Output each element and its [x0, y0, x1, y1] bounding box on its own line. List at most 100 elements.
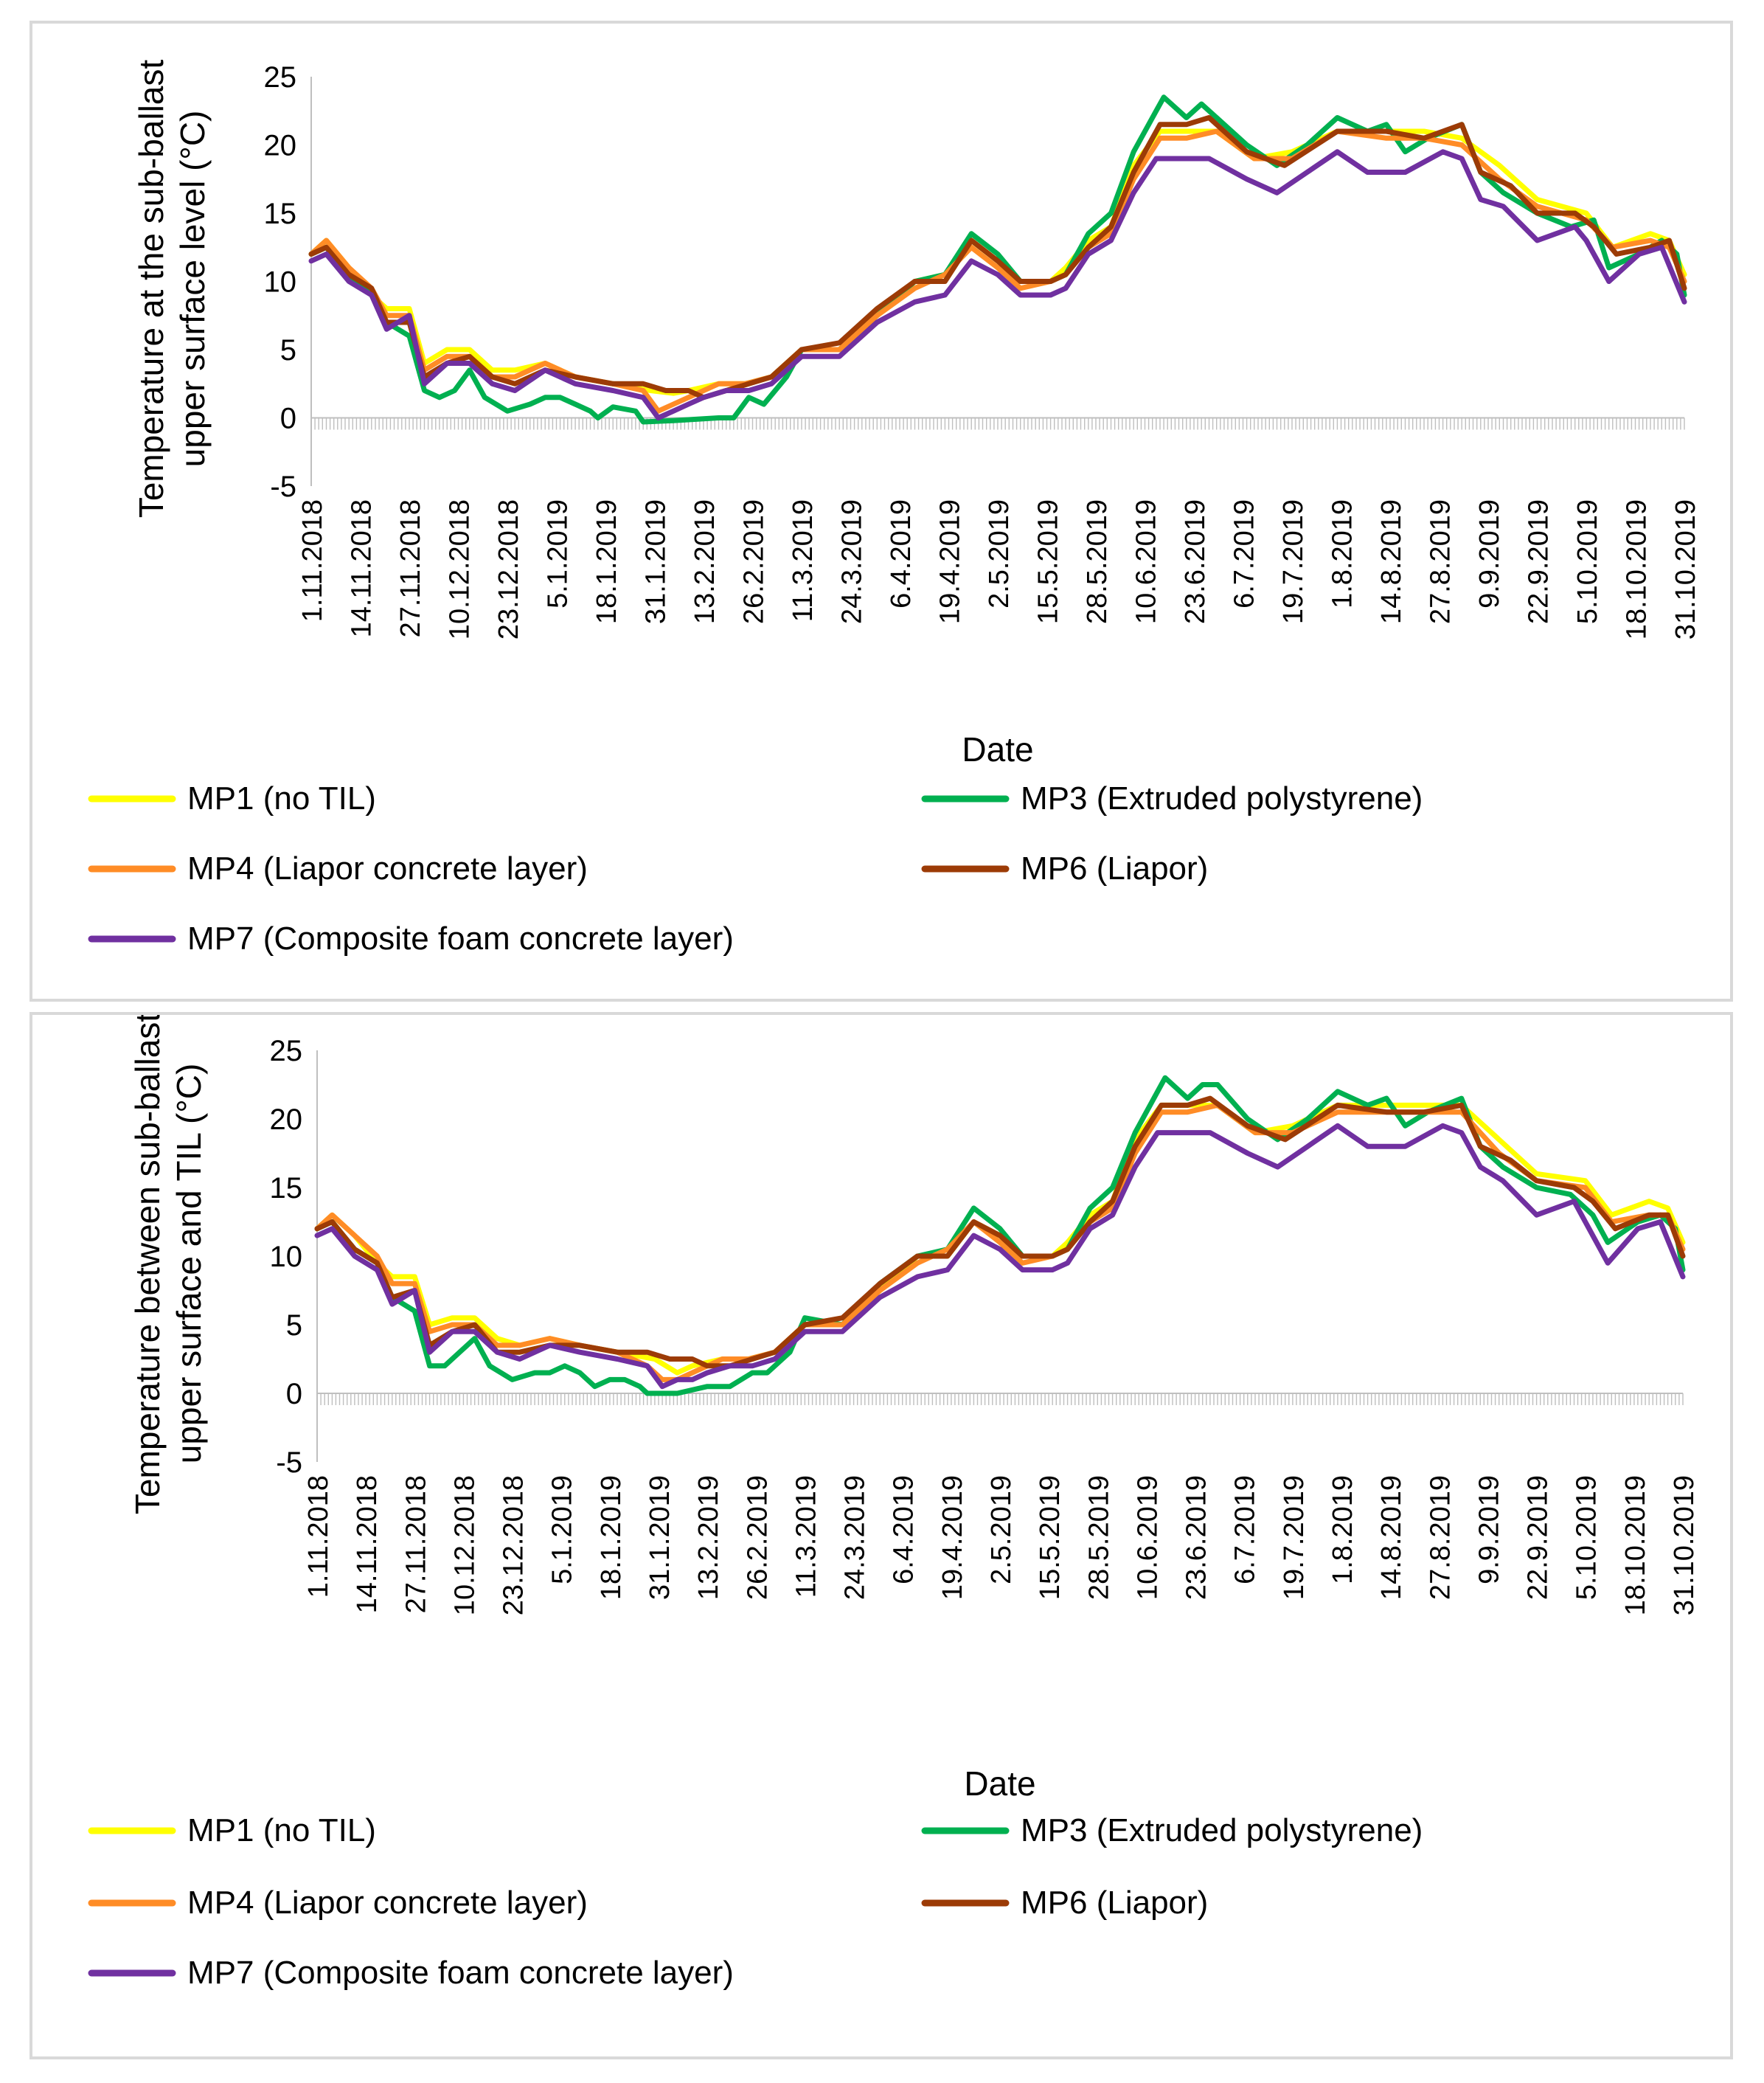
x-tick-label: 31.10.2019: [1670, 499, 1701, 640]
x-tick-label: 14.11.2018: [352, 1475, 383, 1613]
x-tick-label: 19.4.2019: [937, 1475, 968, 1600]
x-tick-label: 15.5.2019: [1035, 1475, 1066, 1600]
legend-label-mp1: MP1 (no TIL): [187, 780, 376, 817]
x-tick-label: 18.1.2019: [591, 499, 622, 624]
x-tick-label: 5.1.2019: [547, 1475, 578, 1584]
series-line-mp3: [314, 1075, 1686, 1396]
x-tick-label: 9.9.2019: [1473, 1475, 1504, 1584]
y-tick-label: -5: [276, 1446, 302, 1479]
y-tick-label: 20: [264, 130, 297, 162]
y-tick-label: 15: [270, 1172, 303, 1205]
x-tick-label: 9.9.2019: [1474, 499, 1505, 609]
y-tick-label: 5: [286, 1309, 302, 1342]
y-axis-title-line: upper surface level (°C): [173, 111, 212, 468]
x-tick-label: 2.5.2019: [986, 1475, 1017, 1584]
x-tick-label: 26.2.2019: [739, 499, 770, 624]
legend-label-mp6: MP6 (Liapor): [1021, 850, 1208, 887]
legend-label-mp3: MP3 (Extruded polystyrene): [1021, 1812, 1423, 1848]
series-line-mp6: [308, 115, 1687, 401]
legend-label-mp4: MP4 (Liapor concrete layer): [187, 1885, 588, 1921]
x-tick-label: 23.12.2018: [499, 1475, 529, 1615]
x-tick-label: 18.10.2019: [1622, 499, 1653, 640]
x-tick-label: 10.6.2019: [1131, 499, 1162, 624]
x-tick-label: 19.7.2019: [1279, 1475, 1310, 1600]
x-tick-label: 31.10.2019: [1669, 1475, 1700, 1615]
x-tick-label: 11.3.2019: [788, 499, 819, 622]
chart-panel-2: -5 0 5 10 15 20 25 1.11.2018 14.11.2018 27.11.201…: [29, 1012, 1733, 2059]
x-tick-label: 14.8.2019: [1376, 499, 1407, 624]
x-tick-label: 13.2.2019: [693, 1475, 724, 1600]
x-tick-label: 23.12.2018: [493, 499, 524, 640]
y-tick-label: 10: [264, 266, 297, 299]
series-line-mp7: [308, 149, 1687, 420]
y-tick-label: 10: [270, 1241, 303, 1273]
series-line-mp7: [314, 1123, 1686, 1390]
legend-label-mp7: MP7 (Composite foam concrete layer): [187, 1955, 734, 1991]
chart-panel-1: -5 0 5 10 15 20 25 1.11.2018 14.11.2018 27.11.201…: [29, 21, 1733, 1002]
legend-label-mp1: MP1 (no TIL): [187, 1812, 376, 1848]
y-axis-title: Temperature between sub-ballastupper sur…: [128, 1015, 208, 1514]
y-axis-title-line: upper surface and TIL (°C): [170, 1064, 208, 1464]
y-tick-label: 0: [286, 1378, 302, 1410]
y-tick-label: -5: [270, 471, 296, 503]
x-tick-label: 14.8.2019: [1376, 1475, 1407, 1600]
x-tick-label: 26.2.2019: [742, 1475, 773, 1600]
y-axis-title-line: Temperature between sub-ballast: [128, 1015, 167, 1514]
x-tick-label: 10.12.2018: [449, 1475, 480, 1615]
x-tick-label: 6.4.2019: [886, 499, 917, 609]
x-tick-label: 19.4.2019: [935, 499, 966, 624]
legend-label-mp7: MP7 (Composite foam concrete layer): [187, 921, 734, 957]
chart-2-svg: -5 0 5 10 15 20 25 1.11.2018 14.11.2018 27.11.201…: [88, 1015, 1700, 1991]
x-tick-label: 19.7.2019: [1278, 499, 1309, 624]
x-tick-label: 13.2.2019: [690, 499, 720, 624]
x-tick-label: 22.9.2019: [1523, 1475, 1554, 1600]
x-axis-day-ticks: [310, 417, 1685, 430]
x-tick-label: 27.11.2018: [400, 1475, 431, 1613]
x-tick-label: 27.11.2018: [395, 499, 426, 637]
x-tick-label: 6.7.2019: [1229, 499, 1260, 609]
x-tick-label: 18.10.2019: [1620, 1475, 1651, 1615]
x-tick-label: 27.8.2019: [1425, 1475, 1456, 1600]
x-tick-label: 5.1.2019: [543, 499, 574, 609]
legend-label-mp4: MP4 (Liapor concrete layer): [187, 850, 588, 887]
x-tick-label: 24.3.2019: [840, 1475, 871, 1600]
x-tick-label: 1.11.2018: [297, 499, 328, 622]
y-tick-label: 15: [264, 198, 297, 230]
x-tick-label: 23.6.2019: [1180, 499, 1211, 624]
y-tick-label: 25: [264, 61, 297, 94]
x-axis-day-ticks: [316, 1393, 1684, 1405]
x-tick-label: 10.6.2019: [1132, 1475, 1163, 1600]
x-tick-label: 2.5.2019: [984, 499, 1015, 609]
x-tick-label: 31.1.2019: [641, 499, 672, 624]
x-axis-title: Date: [964, 1764, 1035, 1803]
legend-label-mp6: MP6 (Liapor): [1021, 1885, 1208, 1921]
x-tick-label: 10.12.2018: [445, 499, 476, 640]
y-tick-label: 20: [270, 1103, 303, 1136]
x-tick-label: 6.4.2019: [889, 1475, 920, 1584]
x-tick-label: 1.8.2019: [1327, 1475, 1358, 1584]
x-tick-label: 1.11.2018: [303, 1475, 334, 1598]
x-tick-label: 22.9.2019: [1524, 499, 1555, 624]
y-axis-title-line: Temperature at the sub-ballast: [132, 60, 170, 519]
x-tick-label: 5.10.2019: [1572, 1475, 1602, 1600]
x-tick-label: 5.10.2019: [1572, 499, 1603, 624]
y-tick-label: 25: [270, 1035, 303, 1067]
x-tick-label: 18.1.2019: [596, 1475, 627, 1600]
x-tick-label: 27.8.2019: [1426, 499, 1456, 624]
x-tick-label: 15.5.2019: [1033, 499, 1064, 624]
x-tick-label: 6.7.2019: [1230, 1475, 1261, 1584]
x-tick-label: 14.11.2018: [347, 499, 378, 637]
legend-label-mp3: MP3 (Extruded polystyrene): [1021, 780, 1423, 817]
x-tick-label: 28.5.2019: [1083, 1475, 1114, 1600]
y-tick-label: 0: [280, 403, 296, 435]
x-tick-label: 11.3.2019: [791, 1475, 822, 1598]
x-tick-label: 28.5.2019: [1082, 499, 1113, 624]
y-axis-title: Temperature at the sub-ballastupper surf…: [132, 60, 212, 519]
y-tick-label: 5: [280, 334, 296, 367]
x-tick-label: 31.1.2019: [645, 1475, 676, 1600]
x-axis-title: Date: [962, 730, 1033, 769]
x-tick-label: 24.3.2019: [837, 499, 868, 624]
x-tick-label: 1.8.2019: [1327, 499, 1358, 609]
x-tick-label: 23.6.2019: [1181, 1475, 1212, 1600]
chart-1-svg: -5 0 5 10 15 20 25 1.11.2018 14.11.2018 27.11.201…: [88, 60, 1701, 957]
